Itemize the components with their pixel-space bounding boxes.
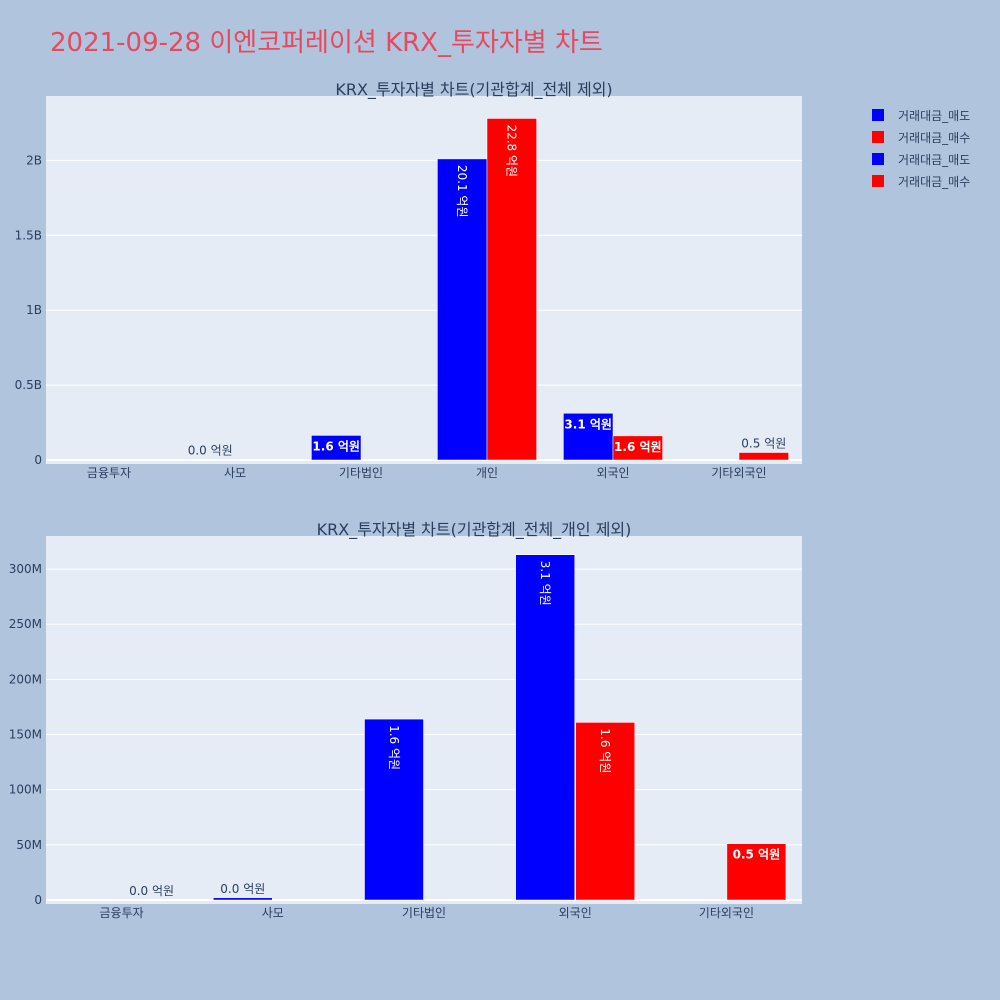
- x-tick-label: 사모: [224, 466, 246, 480]
- y-tick-label: 0: [34, 893, 42, 907]
- data-label: 0.0 억원: [129, 884, 174, 898]
- x-tick-label: 기타외국인: [699, 906, 754, 920]
- legend-label: 거래대금_매수: [898, 130, 971, 145]
- data-label: 1.6 억원: [387, 725, 401, 770]
- bar-sell: [213, 897, 273, 901]
- x-tick-label: 금융투자: [87, 466, 131, 480]
- data-label: 20.1 억원: [455, 165, 469, 218]
- x-tick-label: 외국인: [596, 466, 629, 480]
- chart-title: KRX_투자자별 차트(기관합계_전체_개인 제외): [317, 520, 632, 540]
- y-tick-label: 250M: [9, 617, 42, 631]
- bar-buy: [726, 843, 787, 901]
- y-tick-label: 0: [34, 453, 42, 467]
- legend-label: 거래대금_매도: [898, 152, 971, 167]
- data-label: 3.1 억원: [538, 561, 552, 606]
- page-title: 2021-09-28 이엔코퍼레이션 KRX_투자자별 차트: [50, 28, 603, 58]
- legend-item-buy[interactable]: 거래대금_매수: [872, 170, 970, 192]
- x-tick-label: 기타외국인: [711, 466, 766, 480]
- x-tick-label: 외국인: [559, 906, 592, 920]
- y-tick-label: 150M: [9, 728, 42, 742]
- chart-panel-2: 0 50M 100M 150M 200M 250M 300M KRX_투자자별 차트(기관합계…: [9, 520, 802, 920]
- y-tick-label: 50M: [16, 838, 42, 852]
- y-tick-label: 100M: [9, 783, 42, 797]
- data-label: 0.0 억원: [188, 444, 233, 458]
- data-label: 1.6 억원: [598, 728, 612, 773]
- y-tick-label: 1.5B: [15, 228, 42, 242]
- y-tick-label: 1B: [26, 303, 42, 317]
- bar-buy: [486, 118, 537, 461]
- x-tick-label: 사모: [262, 906, 284, 920]
- bar-sell: [364, 718, 424, 901]
- legend-swatch-icon: [872, 109, 884, 121]
- data-label: 1.6 억원: [312, 439, 360, 453]
- x-tick-label: 금융투자: [100, 906, 144, 920]
- legend-swatch-icon: [872, 175, 884, 187]
- plot-area: [46, 536, 802, 904]
- bar-buy: [738, 452, 789, 461]
- bar-buy: [575, 722, 635, 901]
- legend-swatch-icon: [872, 131, 884, 143]
- y-tick-label: 200M: [9, 672, 42, 686]
- chart-panel-1: 0 0.5B 1B 1.5B 2B KRX_투자자별 차트(기관합계_전체 제외) 금융투자…: [15, 80, 802, 480]
- bar-sell: [311, 435, 362, 461]
- data-label: 0.0 억원: [220, 882, 265, 896]
- legend-item-buy[interactable]: 거래대금_매수: [872, 126, 970, 148]
- y-tick-label: 2B: [26, 153, 42, 167]
- legend-label: 거래대금_매도: [898, 108, 971, 123]
- data-label: 0.5 억원: [741, 437, 786, 451]
- x-tick-label: 개인: [476, 466, 498, 480]
- bar-sell: [515, 554, 575, 901]
- x-tick-label: 기타법인: [339, 466, 383, 480]
- data-label: 22.8 억원: [505, 124, 519, 177]
- y-tick-label: 0.5B: [15, 378, 42, 392]
- legend-item-sell[interactable]: 거래대금_매도: [872, 104, 970, 126]
- plot-area: [46, 96, 802, 464]
- legend-item-sell[interactable]: 거래대금_매도: [872, 148, 970, 170]
- data-label: 1.6 억원: [614, 440, 662, 454]
- legend[interactable]: 거래대금_매도 거래대금_매수 거래대금_매도 거래대금_매수: [872, 104, 970, 192]
- bar-buy: [612, 435, 663, 461]
- legend-label: 거래대금_매수: [898, 174, 971, 189]
- x-tick-label: 기타법인: [402, 906, 446, 920]
- data-label: 3.1 억원: [564, 417, 612, 431]
- bar-sell: [437, 158, 488, 461]
- data-label: 0.5 억원: [733, 848, 781, 862]
- chart-title: KRX_투자자별 차트(기관합계_전체 제외): [335, 80, 612, 100]
- legend-swatch-icon: [872, 153, 884, 165]
- y-tick-label: 300M: [9, 562, 42, 576]
